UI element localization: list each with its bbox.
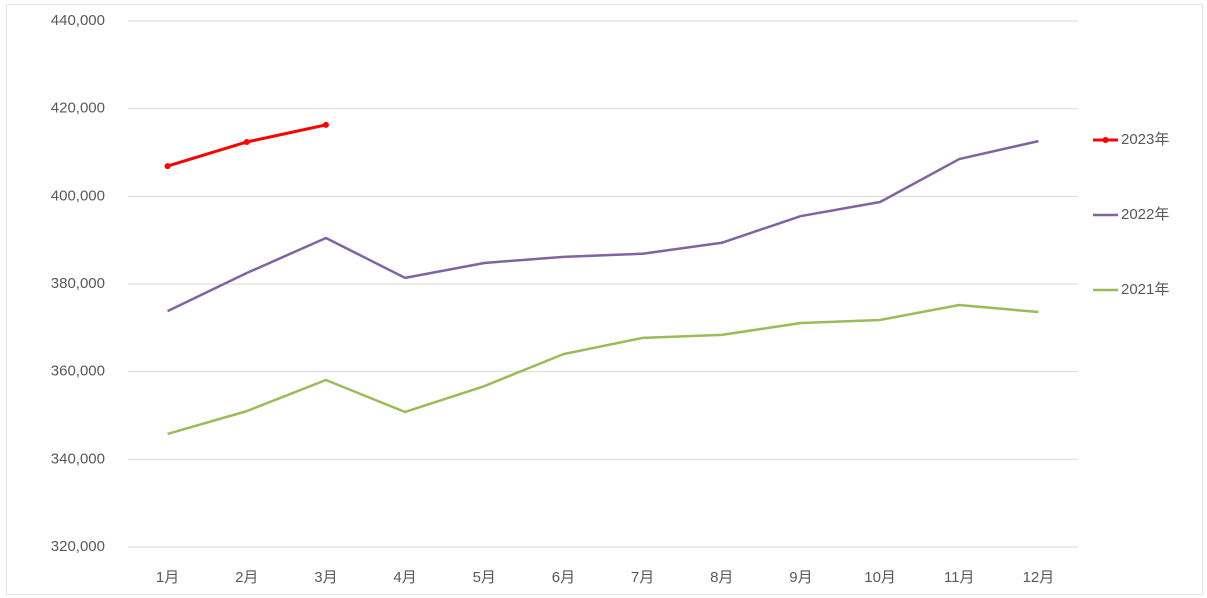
- legend-label: 2023年: [1121, 131, 1169, 148]
- x-tick-label: 4月: [393, 569, 416, 586]
- x-tick-label: 11月: [944, 569, 975, 586]
- series-marker: [164, 163, 171, 170]
- series-line: [167, 303, 1039, 436]
- y-tick-label: 320,000: [51, 538, 105, 555]
- chart-border: [6, 4, 1203, 595]
- x-tick-label: 7月: [631, 569, 654, 586]
- y-tick-label: 340,000: [51, 450, 105, 467]
- legend-label: 2022年: [1121, 206, 1169, 223]
- series-line: [167, 123, 327, 168]
- series-marker: [322, 121, 329, 128]
- x-tick-label: 5月: [473, 569, 496, 586]
- x-tick-label: 9月: [789, 569, 812, 586]
- legend-marker: [1102, 137, 1109, 143]
- legend-label: 2021年: [1121, 281, 1169, 298]
- y-tick-label: 360,000: [51, 363, 105, 380]
- series-marker: [243, 138, 250, 145]
- y-tick-label: 400,000: [51, 187, 105, 204]
- x-tick-label: 1月: [156, 569, 179, 586]
- y-tick-label: 440,000: [51, 12, 105, 29]
- series-line: [167, 139, 1039, 313]
- x-tick-label: 6月: [552, 569, 575, 586]
- x-tick-label: 2月: [235, 569, 258, 586]
- x-tick-label: 12月: [1023, 569, 1055, 586]
- x-tick-label: 10月: [864, 569, 896, 586]
- x-tick-label: 3月: [314, 569, 337, 586]
- x-tick-label: 8月: [710, 569, 733, 586]
- y-tick-label: 380,000: [51, 275, 105, 292]
- y-tick-label: 420,000: [51, 100, 105, 117]
